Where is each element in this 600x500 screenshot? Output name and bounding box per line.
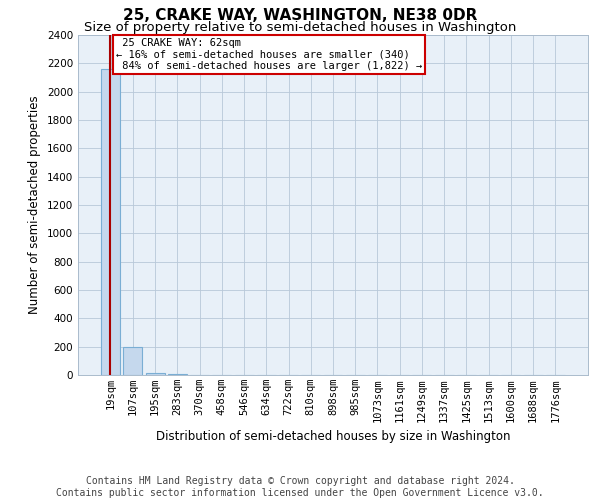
Y-axis label: Number of semi-detached properties: Number of semi-detached properties <box>28 96 41 314</box>
Bar <box>146 373 164 375</box>
X-axis label: Distribution of semi-detached houses by size in Washington: Distribution of semi-detached houses by … <box>156 430 510 443</box>
Text: 25 CRAKE WAY: 62sqm
← 16% of semi-detached houses are smaller (340)
 84% of semi: 25 CRAKE WAY: 62sqm ← 16% of semi-detach… <box>116 38 422 71</box>
Bar <box>101 68 120 375</box>
Text: 25, CRAKE WAY, WASHINGTON, NE38 0DR: 25, CRAKE WAY, WASHINGTON, NE38 0DR <box>123 8 477 22</box>
Bar <box>168 374 187 375</box>
Text: Contains HM Land Registry data © Crown copyright and database right 2024.
Contai: Contains HM Land Registry data © Crown c… <box>56 476 544 498</box>
Bar <box>124 346 142 375</box>
Text: Size of property relative to semi-detached houses in Washington: Size of property relative to semi-detach… <box>84 21 516 34</box>
